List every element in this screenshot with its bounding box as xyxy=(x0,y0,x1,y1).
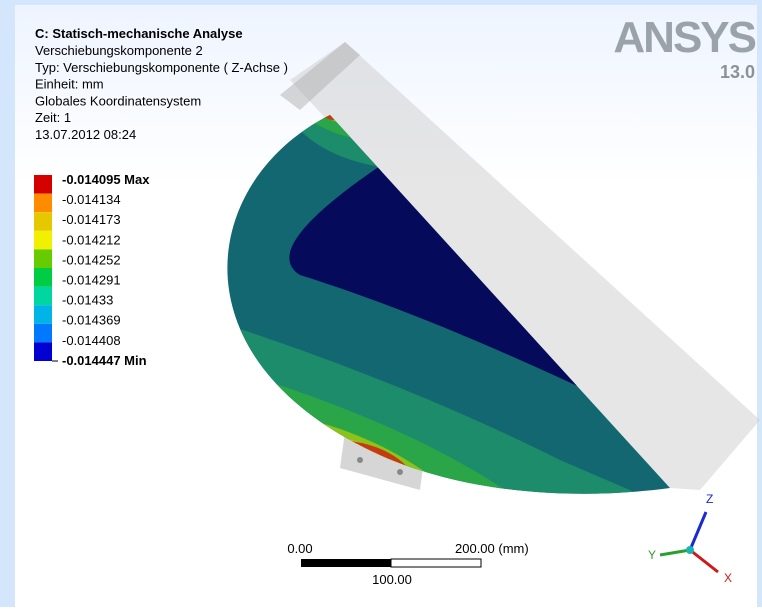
label-y: Y xyxy=(648,548,656,562)
legend-swatch xyxy=(34,212,52,231)
scale-middle: 100.00 xyxy=(372,572,412,587)
scale-bar xyxy=(391,559,481,567)
legend-label: -0.014447 Min xyxy=(62,353,147,368)
viewport: C: Statisch-mechanische Analyse Verschie… xyxy=(0,0,762,607)
legend-label: -0.01433 xyxy=(62,293,113,308)
legend-label: -0.014252 xyxy=(62,252,121,267)
header-line: Verschiebungskomponente 2 xyxy=(35,43,203,58)
legend-swatch xyxy=(34,342,52,361)
label-x: X xyxy=(724,571,732,585)
header-line: 13.07.2012 08:24 xyxy=(35,127,136,142)
header-line: Einheit: mm xyxy=(35,77,104,92)
header-line: Zeit: 1 xyxy=(35,110,71,125)
legend-label: -0.014291 xyxy=(62,273,121,288)
legend-label: -0.014408 xyxy=(62,333,121,348)
legend-swatch xyxy=(34,194,52,213)
scale-bar xyxy=(301,559,391,567)
logo: ANSYS xyxy=(613,13,755,62)
legend-label: -0.014134 xyxy=(62,192,121,207)
scale-left: 0.00 xyxy=(287,541,312,556)
header-line: Typ: Verschiebungskomponente ( Z-Achse ) xyxy=(35,60,288,75)
legend-swatch xyxy=(34,324,52,343)
legend-swatch xyxy=(34,305,52,324)
version: 13.0 xyxy=(720,62,755,82)
bolt xyxy=(357,457,363,463)
legend-label: -0.014095 Max xyxy=(62,172,150,187)
legend-label: -0.014212 xyxy=(62,232,121,247)
legend-label: -0.014369 xyxy=(62,313,121,328)
legend-swatch xyxy=(34,175,52,194)
legend-swatch xyxy=(34,268,52,287)
bolt xyxy=(397,469,403,475)
title: C: Statisch-mechanische Analyse xyxy=(35,26,243,41)
scale-right: 200.00 (mm) xyxy=(455,541,529,556)
header-line: Globales Koordinatensystem xyxy=(35,93,201,108)
legend-label: -0.014173 xyxy=(62,212,121,227)
legend-swatch xyxy=(34,231,52,250)
legend-swatch xyxy=(34,287,52,306)
origin xyxy=(686,546,694,554)
legend-swatch xyxy=(34,249,52,268)
label-z: Z xyxy=(706,492,713,506)
